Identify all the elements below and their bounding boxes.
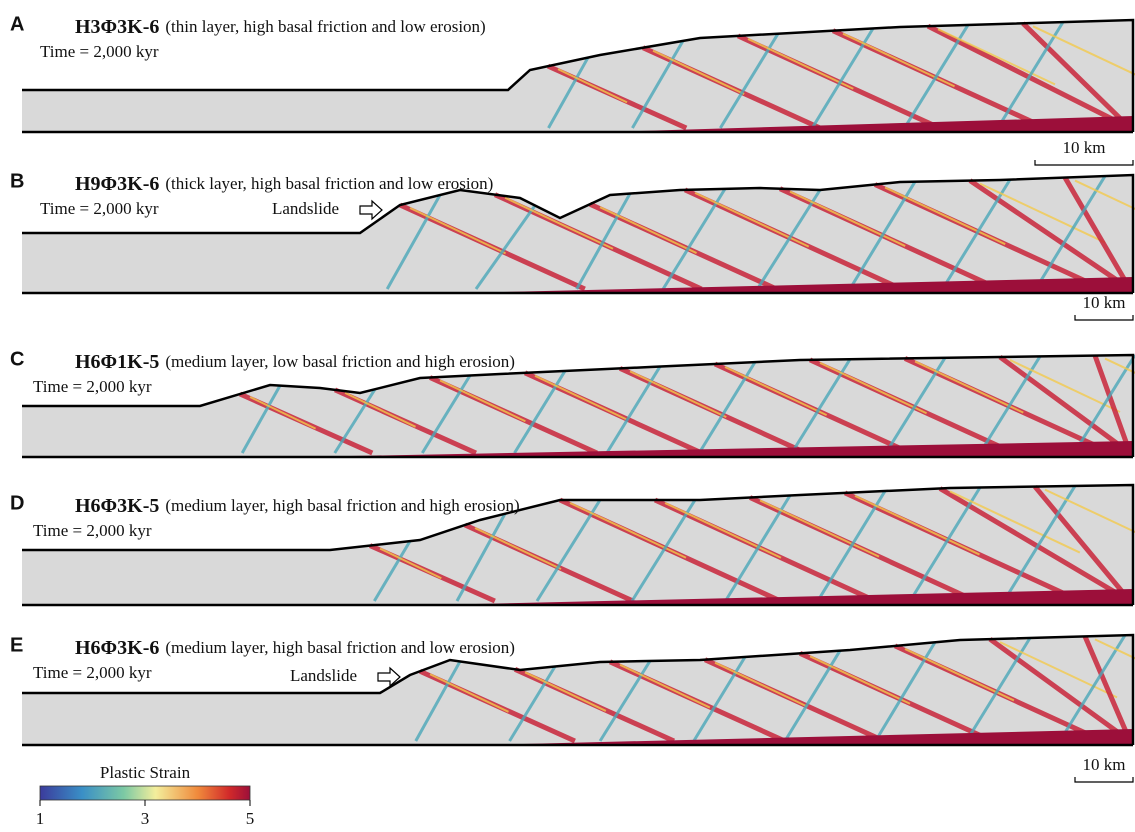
panel-title: H6Φ3K-5 (medium layer, high basal frictio… <box>75 495 520 517</box>
panel-letter: C <box>10 348 24 370</box>
description: (medium layer, low basal friction and hi… <box>165 352 515 371</box>
panel-title: H9Φ3K-6 (thick layer, high basal friction… <box>75 173 493 195</box>
description: (medium layer, high basal friction and l… <box>165 638 515 657</box>
scale-bar-label: 10 km <box>1063 138 1106 157</box>
model-name: H6Φ3K-5 <box>75 495 159 517</box>
colorbar-tick-label: 5 <box>246 809 255 828</box>
scale-bar <box>1075 777 1133 782</box>
model-name: H3Φ3K-6 <box>75 16 159 38</box>
description: (thick layer, high basal friction and lo… <box>165 174 493 193</box>
scale-bar <box>1075 315 1133 320</box>
colorbar <box>40 786 250 800</box>
scale-bar-label: 10 km <box>1083 755 1126 774</box>
model-name: H9Φ3K-6 <box>75 173 159 195</box>
panel-letter: E <box>10 634 23 656</box>
colorbar-tick-label: 1 <box>36 809 45 828</box>
panel <box>22 20 1135 132</box>
colorbar-title: Plastic Strain <box>100 763 191 782</box>
scale-bar-label: 10 km <box>1083 293 1126 312</box>
time-label: Time = 2,000 kyr <box>33 663 152 682</box>
scale-bar <box>1035 160 1133 165</box>
panel-title: H6Φ1K-5 (medium layer, low basal friction… <box>75 351 515 373</box>
colorbar-tick-label: 3 <box>141 809 150 828</box>
panel-title: H6Φ3K-6 (medium layer, high basal frictio… <box>75 637 515 659</box>
landslide-arrow <box>360 201 382 219</box>
time-label: Time = 2,000 kyr <box>40 42 159 61</box>
panel-letter: A <box>10 13 24 35</box>
landslide-label: Landslide <box>290 666 357 685</box>
description: (medium layer, high basal friction and h… <box>165 496 519 515</box>
time-label: Time = 2,000 kyr <box>40 199 159 218</box>
panel-letter: D <box>10 492 24 514</box>
panel-title: H3Φ3K-6 (thin layer, high basal friction … <box>75 16 486 38</box>
model-name: H6Φ3K-6 <box>75 637 159 659</box>
figure: A H3Φ3K-6 (thin layer, high basal friction… <box>0 0 1135 832</box>
time-label: Time = 2,000 kyr <box>33 521 152 540</box>
description: (thin layer, high basal friction and low… <box>165 17 485 36</box>
model-name: H6Φ1K-5 <box>75 351 159 373</box>
landslide-label: Landslide <box>272 199 339 218</box>
panel-letter: B <box>10 170 24 192</box>
time-label: Time = 2,000 kyr <box>33 377 152 396</box>
